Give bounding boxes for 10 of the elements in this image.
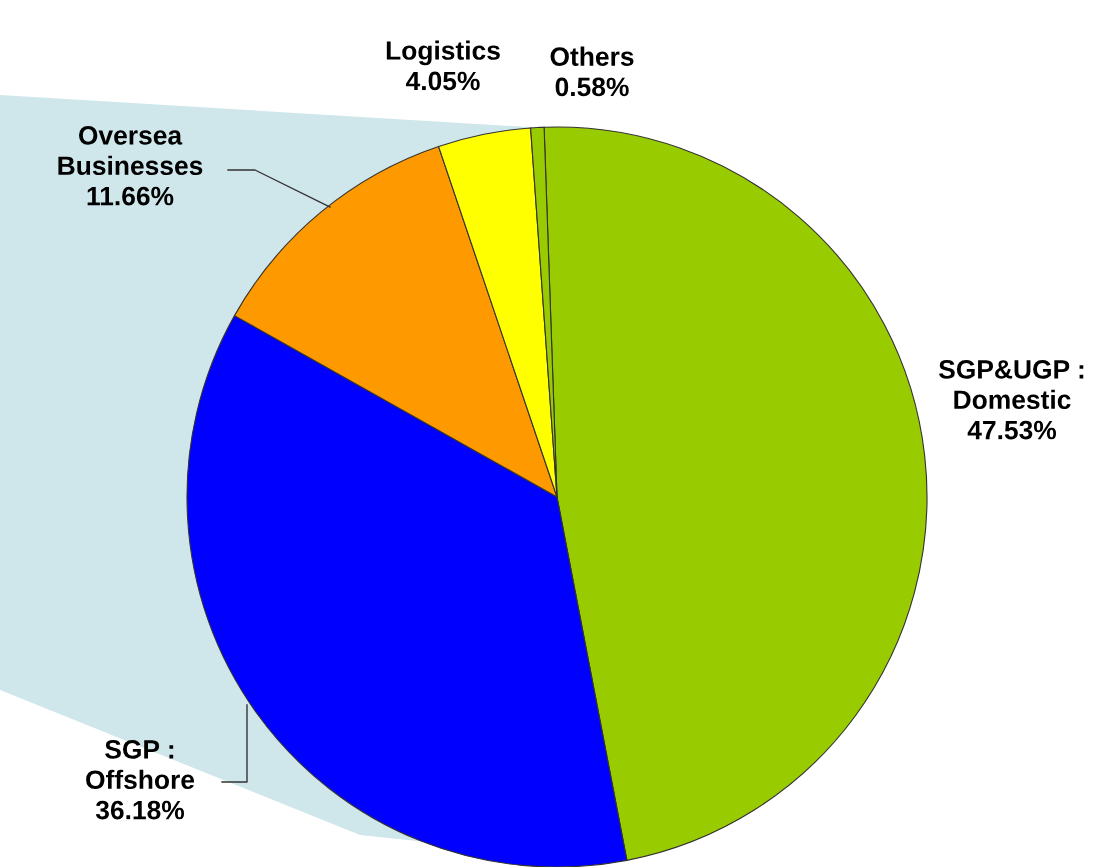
slice-label: Others — [550, 46, 634, 66]
slice-label: SGP&UGP : Domestic — [938, 360, 1084, 410]
data-label: 4.05% — [405, 71, 480, 91]
data-label: 47.53% — [967, 420, 1057, 440]
slice-label: SGP : Offshore — [86, 740, 195, 790]
data-label: 11.66% — [87, 186, 174, 206]
data-label: 36.18% — [95, 800, 185, 820]
data-label: 0.58% — [555, 77, 629, 97]
slice-label: Oversea Businesses — [58, 126, 203, 176]
slice-label: Logistics — [386, 40, 500, 66]
